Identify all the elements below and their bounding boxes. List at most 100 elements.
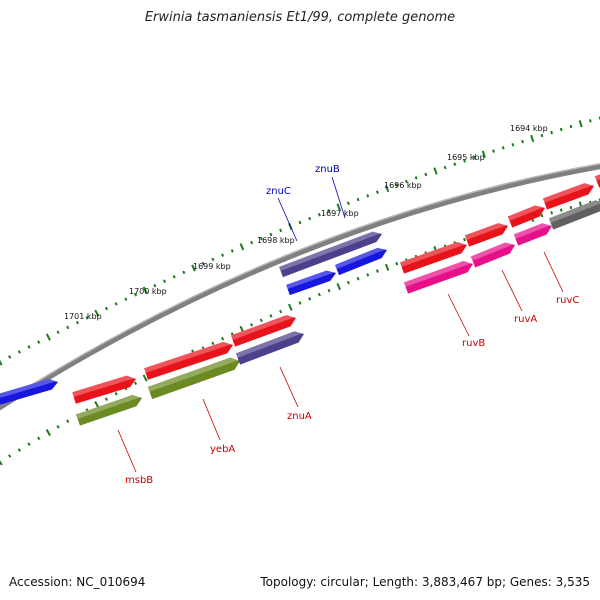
gene-arrow xyxy=(0,378,58,405)
gene-label-znuC: znuC xyxy=(266,186,291,197)
minor-tick xyxy=(443,165,447,170)
minor-tick xyxy=(269,232,273,237)
gene-arrow-znuA xyxy=(235,331,304,365)
minor-tick xyxy=(259,236,263,241)
major-tick xyxy=(530,134,535,143)
minor-tick xyxy=(308,297,312,301)
leader-znuB xyxy=(331,176,346,219)
major-tick xyxy=(384,184,390,193)
minor-tick xyxy=(569,205,573,210)
minor-tick xyxy=(298,301,302,305)
leader-znuC xyxy=(277,197,298,242)
minor-tick xyxy=(114,302,118,306)
kbp-label: 1700 kbp xyxy=(129,287,167,296)
kbp-label: 1695 kbp xyxy=(447,153,485,162)
leader-ruvC xyxy=(543,251,564,293)
minor-tick xyxy=(279,228,283,233)
major-tick xyxy=(0,359,3,366)
minor-tick xyxy=(298,220,302,225)
outer-tick-ring xyxy=(0,116,600,366)
leader-ruvA xyxy=(501,269,523,312)
minor-tick xyxy=(17,350,21,354)
minor-tick xyxy=(56,425,60,429)
minor-tick xyxy=(259,318,263,323)
accession-text: Accession: NC_010694 xyxy=(9,575,146,589)
minor-tick xyxy=(211,341,215,346)
major-tick xyxy=(45,429,52,437)
minor-tick xyxy=(104,397,109,401)
major-tick xyxy=(433,167,438,175)
minor-tick xyxy=(414,176,418,180)
minor-tick xyxy=(66,325,70,330)
gene-label-ruvC: ruvC xyxy=(556,295,579,306)
minor-tick xyxy=(569,124,573,129)
kbp-label: 1697 kbp xyxy=(321,209,359,218)
minor-tick xyxy=(588,119,592,123)
gene-label-znuA: znuA xyxy=(287,411,312,422)
minor-tick xyxy=(395,183,399,187)
gene-label-ruvB: ruvB xyxy=(462,338,485,349)
minor-tick xyxy=(201,261,205,266)
gene-arrow xyxy=(334,247,387,276)
gene-arrow xyxy=(594,174,600,188)
minor-tick xyxy=(308,216,312,221)
minor-tick xyxy=(453,162,457,166)
minor-tick xyxy=(8,454,12,458)
minor-tick xyxy=(114,392,118,396)
gene-arrow-upper xyxy=(542,183,594,210)
minor-tick xyxy=(269,314,273,318)
minor-tick xyxy=(27,442,31,446)
gene-arrow-upper xyxy=(144,341,233,380)
minor-tick xyxy=(317,292,321,297)
minor-tick xyxy=(559,208,563,212)
kbp-label: 1696 kbp xyxy=(384,181,422,190)
major-tick xyxy=(142,374,148,382)
genome-backbone xyxy=(0,164,600,411)
minor-tick xyxy=(153,283,157,288)
gene-arrow-znuB-region xyxy=(279,231,382,278)
minor-tick xyxy=(463,159,466,163)
gene-arrow-upper xyxy=(507,205,545,228)
minor-tick xyxy=(327,288,331,293)
kbp-label: 1694 kbp xyxy=(510,124,548,133)
gene-label-yebA: yebA xyxy=(210,444,235,455)
minor-tick xyxy=(172,274,176,279)
minor-tick xyxy=(395,261,399,266)
gene-arrow-ruvB xyxy=(403,261,473,294)
minor-tick xyxy=(37,340,41,344)
minor-tick xyxy=(327,209,331,213)
genome-stats: Topology: circular; Length: 3,883,467 bp… xyxy=(260,575,590,589)
major-tick xyxy=(287,303,293,311)
gene-features xyxy=(0,174,600,426)
minor-tick xyxy=(521,139,524,144)
kbp-label: 1701 kbp xyxy=(64,312,102,321)
minor-tick xyxy=(279,309,283,314)
minor-tick xyxy=(37,436,41,441)
minor-tick xyxy=(162,279,167,283)
minor-tick xyxy=(375,269,379,273)
minor-tick xyxy=(211,257,215,262)
minor-tick xyxy=(540,133,544,138)
minor-tick xyxy=(356,197,360,202)
gene-label-lines xyxy=(117,176,564,473)
major-tick xyxy=(578,120,583,128)
major-tick xyxy=(239,243,245,251)
minor-tick xyxy=(366,273,370,277)
gene-arrow-msbB xyxy=(76,394,142,426)
minor-tick xyxy=(317,212,321,217)
minor-tick xyxy=(559,127,563,132)
kbp-labels: 1694 kbp 1695 kbp 1696 kbp 1697 kbp 1698… xyxy=(64,124,548,321)
minor-tick xyxy=(366,194,370,198)
minor-tick xyxy=(85,316,89,320)
gene-label-ruvA: ruvA xyxy=(514,314,537,325)
minor-tick xyxy=(463,237,466,242)
minor-tick xyxy=(346,201,350,206)
minor-tick xyxy=(424,172,428,177)
minor-tick xyxy=(104,306,109,311)
minor-tick xyxy=(75,320,79,325)
gene-arrow-znuC xyxy=(286,270,336,296)
major-tick xyxy=(142,286,148,294)
minor-tick xyxy=(356,276,360,281)
major-tick xyxy=(0,460,3,466)
